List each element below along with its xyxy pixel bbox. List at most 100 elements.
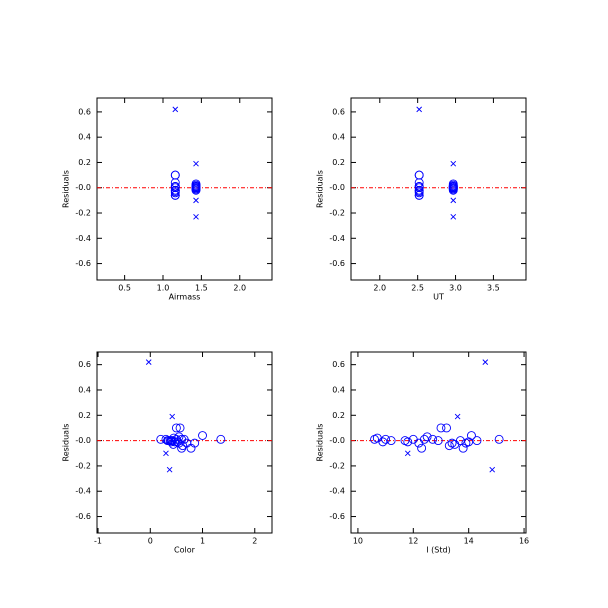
data-point — [163, 450, 169, 457]
data-point — [414, 170, 424, 180]
y-axis-label: Residuals — [316, 424, 325, 462]
x-tick-label: 2.0 — [373, 284, 386, 293]
data-point — [404, 450, 411, 457]
y-tick-label: 0.4 — [78, 385, 91, 394]
y-tick-label: -0.6 — [329, 512, 345, 521]
x-axis-label: UT — [433, 293, 444, 302]
data-point — [171, 423, 181, 433]
data-point — [372, 433, 382, 443]
data-point — [169, 413, 176, 420]
data-point — [170, 182, 180, 191]
data-point — [163, 436, 172, 446]
data-point — [455, 436, 465, 446]
x-tick-label: -1 — [94, 537, 102, 546]
y-axis-label: Residuals — [62, 424, 71, 462]
y-tick-label: 0.2 — [78, 158, 91, 167]
x-tick-label: 0.5 — [118, 284, 131, 293]
data-point — [172, 106, 179, 113]
x-tick-label: 3.0 — [449, 284, 462, 293]
y-tick-label: -0.6 — [75, 512, 91, 521]
data-point — [414, 187, 424, 196]
data-point — [414, 182, 424, 191]
x-tick-label: 16 — [519, 537, 529, 546]
data-point — [444, 441, 454, 451]
data-point — [454, 413, 461, 420]
data-point — [458, 443, 468, 453]
data-point — [175, 423, 185, 433]
data-point — [193, 197, 199, 204]
x-tick-label: 2.0 — [233, 284, 246, 293]
y-tick-label: -0.4 — [75, 487, 91, 496]
plot-frame — [96, 97, 273, 281]
y-tick-label: -0.2 — [75, 209, 91, 218]
y-tick-label: 0.2 — [332, 158, 345, 167]
y-tick-label: 0.2 — [78, 411, 91, 420]
data-point — [416, 106, 423, 113]
data-point — [193, 213, 199, 220]
data-point — [472, 436, 482, 446]
data-point — [193, 160, 199, 167]
data-point — [450, 213, 457, 220]
data-point — [489, 466, 496, 473]
y-axis-label: Residuals — [62, 170, 71, 208]
data-point — [170, 190, 180, 200]
y-tick-label: -0.0 — [75, 436, 91, 445]
y-tick-label: -0.2 — [329, 461, 345, 470]
data-point — [145, 359, 152, 365]
y-tick-label: -0.4 — [329, 487, 345, 496]
x-tick-label: 2 — [252, 537, 257, 546]
data-point — [442, 423, 451, 433]
y-tick-label: -0.0 — [329, 436, 345, 445]
y-tick-label: -0.6 — [329, 259, 345, 268]
data-point — [190, 438, 200, 448]
data-point — [170, 187, 180, 196]
data-point — [191, 179, 201, 189]
data-point — [191, 183, 201, 193]
data-point — [450, 197, 457, 204]
y-tick-label: -0.4 — [329, 234, 345, 243]
y-tick-label: -0.0 — [75, 183, 91, 192]
x-tick-label: 0 — [148, 537, 153, 546]
data-point — [450, 439, 460, 449]
y-tick-label: 0.6 — [78, 107, 91, 116]
data-point — [378, 437, 388, 447]
y-tick-label: -0.2 — [329, 209, 345, 218]
y-tick-label: 0.6 — [332, 360, 345, 369]
x-axis-label: I (Std) — [426, 546, 450, 555]
data-point — [166, 466, 173, 473]
data-point — [414, 178, 424, 188]
data-point — [386, 436, 396, 446]
x-tick-label: 12 — [408, 537, 418, 546]
data-point — [170, 170, 180, 180]
x-tick-label: 3.5 — [487, 284, 500, 293]
data-point — [414, 190, 424, 200]
data-point — [433, 436, 443, 446]
data-point — [198, 431, 207, 440]
data-point — [494, 434, 504, 444]
x-tick-label: 1 — [200, 537, 205, 546]
data-point — [436, 423, 446, 433]
data-point — [166, 437, 176, 447]
data-point — [403, 437, 413, 447]
y-tick-label: -0.2 — [75, 461, 91, 470]
x-tick-label: 1.0 — [157, 284, 170, 293]
x-tick-label: 2.5 — [411, 284, 424, 293]
data-point — [381, 434, 391, 444]
x-tick-label: 14 — [464, 537, 474, 546]
x-axis-label: Airmass — [169, 293, 201, 302]
data-point — [482, 359, 489, 365]
y-tick-label: 0.6 — [332, 107, 345, 116]
y-tick-label: -0.6 — [75, 259, 91, 268]
y-tick-label: -0.0 — [329, 183, 345, 192]
data-point — [170, 178, 180, 188]
x-tick-label: 10 — [353, 537, 363, 546]
y-axis-label: Residuals — [316, 170, 325, 208]
x-tick-label: 1.5 — [195, 284, 208, 293]
data-point — [428, 434, 438, 444]
data-point — [417, 443, 427, 453]
data-point — [448, 183, 458, 193]
data-point — [216, 434, 226, 444]
y-tick-label: 0.2 — [332, 411, 345, 420]
plot-frame — [350, 97, 527, 281]
